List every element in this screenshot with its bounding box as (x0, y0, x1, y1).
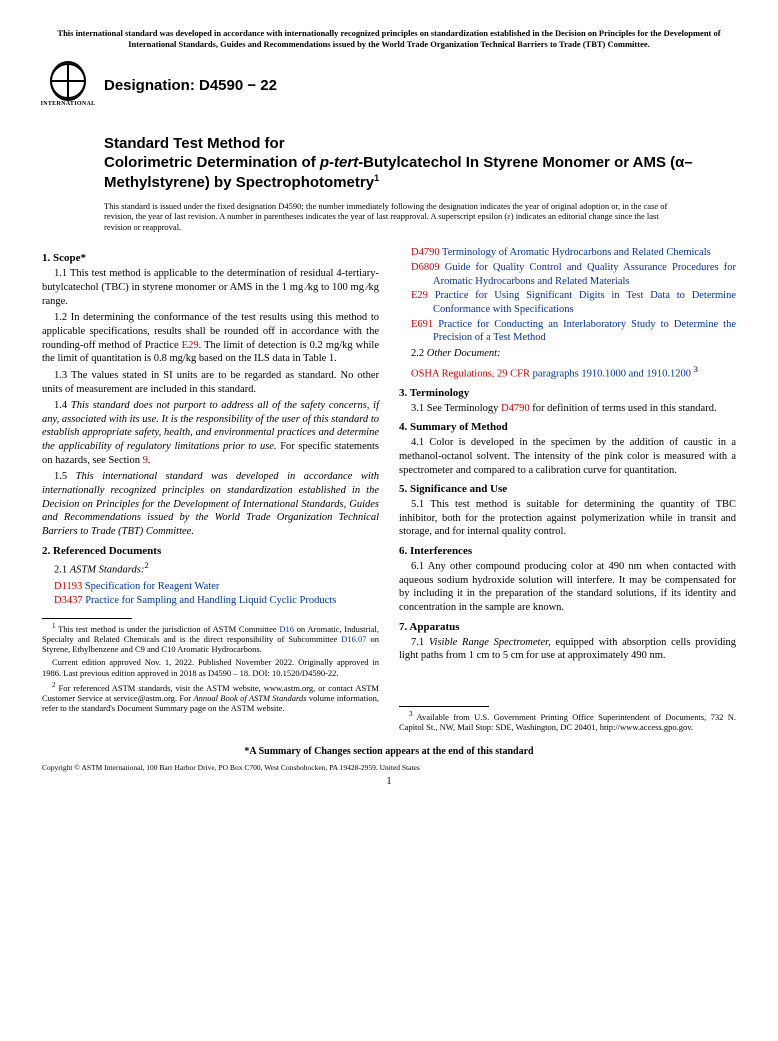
tbt-disclaimer: This international standard was develope… (42, 28, 736, 49)
ref-code[interactable]: D3437 (54, 595, 83, 606)
para-2-2-ital: Other Document: (427, 348, 501, 359)
ref-title[interactable]: Terminology of Aromatic Hydrocarbons and… (442, 247, 711, 258)
page-number: 1 (42, 776, 736, 787)
issuance-note: This standard is issued under the fixed … (104, 201, 736, 233)
ref-code[interactable]: D1193 (54, 581, 82, 592)
para-3-1b: for definition of terms used in this sta… (530, 403, 717, 414)
para-1-3: 1.3 The values stated in SI units are to… (42, 369, 379, 396)
xref-e29[interactable]: E29 (182, 340, 199, 351)
title-block: Standard Test Method for Colorimetric De… (104, 135, 736, 192)
fn3b: Available from U.S. Government Printing … (399, 712, 736, 732)
para-2-1-sup: 2 (144, 560, 148, 570)
para-2-1: 2.1 ASTM Standards:2 (42, 560, 379, 577)
astm-logo: INTERNATIONAL (42, 59, 94, 111)
footnote-rule-right (399, 706, 489, 707)
ref-item: D1193 Specification for Reagent Water (54, 580, 379, 594)
ref-item: D3437 Practice for Sampling and Handling… (54, 594, 379, 608)
ref-title[interactable]: Practice for Conducting an Interlaborato… (433, 319, 736, 344)
section-4-head: 4. Summary of Method (399, 421, 736, 433)
left-column: 1. Scope* 1.1 This test method is applic… (42, 246, 379, 732)
para-2-2: 2.2 Other Document: (399, 347, 736, 361)
footnote-1b: Current edition approved Nov. 1, 2022. P… (42, 657, 379, 677)
designation: Designation: D4590 − 22 (104, 77, 277, 94)
para-3-1a: 3.1 See Terminology (411, 403, 501, 414)
section-7-head: 7. Apparatus (399, 621, 736, 633)
ref-item: D4790 Terminology of Aromatic Hydrocarbo… (411, 246, 736, 260)
ref-osha: OSHA Regulations, 29 CFR paragraphs 1910… (411, 364, 736, 381)
section-2-head: 2. Referenced Documents (42, 545, 379, 557)
summary-changes-note: *A Summary of Changes section appears at… (42, 746, 736, 757)
para-7-1-num: 7.1 (411, 637, 429, 648)
para-2-1-ital: ASTM Standards: (70, 564, 145, 575)
xref-d4790[interactable]: D4790 (501, 403, 530, 414)
osha-ref: OSHA Regulations, 29 CFR paragraphs 1910… (399, 364, 736, 381)
fn1-ref2[interactable]: D16.07 (341, 634, 366, 644)
astm-refs-left: D1193 Specification for Reagent WaterD34… (42, 580, 379, 608)
title: Standard Test Method for Colorimetric De… (104, 135, 736, 192)
para-1-5-num: 1.5 (54, 471, 76, 482)
para-2-1-num: 2.1 (54, 564, 70, 575)
para-7-1-ital: Visible Range Spectrometer, (429, 637, 551, 648)
footnote-3: 3 Available from U.S. Government Printin… (399, 710, 736, 732)
fn1b: This test method is under the jurisdicti… (56, 624, 280, 634)
osha-text[interactable]: paragraphs 1910.1000 and 1910.1200 (530, 368, 691, 379)
osha-sup: 3 (694, 364, 698, 374)
right-column: D4790 Terminology of Aromatic Hydrocarbo… (399, 246, 736, 732)
para-5-1: 5.1 This test method is suitable for det… (399, 498, 736, 539)
astm-globe-icon (50, 63, 86, 99)
ref-title[interactable]: Practice for Using Significant Digits in… (433, 290, 736, 315)
ref-title[interactable]: Guide for Quality Control and Quality As… (433, 262, 736, 287)
ref-item: E29 Practice for Using Significant Digit… (411, 289, 736, 316)
footnote-2: 2 For referenced ASTM standards, visit t… (42, 681, 379, 713)
astm-logo-text: INTERNATIONAL (41, 101, 96, 107)
ref-title[interactable]: Practice for Sampling and Handling Liqui… (85, 595, 336, 606)
title-line2a: Colorimetric Determination of (104, 154, 320, 171)
ref-code[interactable]: E29 (411, 290, 428, 301)
footnote-1: 1 This test method is under the jurisdic… (42, 622, 379, 654)
para-1-4d: . (148, 455, 151, 466)
two-column-body: 1. Scope* 1.1 This test method is applic… (42, 246, 736, 732)
section-6-head: 6. Interferences (399, 545, 736, 557)
para-1-4-num: 1.4 (54, 400, 71, 411)
para-1-2: 1.2 In determining the conformance of th… (42, 311, 379, 366)
para-4-1: 4.1 Color is developed in the specimen b… (399, 436, 736, 477)
title-sup: 1 (374, 173, 379, 183)
section-3-head: 3. Terminology (399, 387, 736, 399)
astm-refs-right: D4790 Terminology of Aromatic Hydrocarbo… (399, 246, 736, 344)
para-1-1: 1.1 This test method is applicable to th… (42, 267, 379, 308)
footnote-rule (42, 618, 132, 619)
section-5-head: 5. Significance and Use (399, 483, 736, 495)
copyright: Copyright © ASTM International, 100 Barr… (42, 763, 736, 772)
title-line1: Standard Test Method for (104, 135, 285, 152)
fn1-ref1[interactable]: D16 (279, 624, 294, 634)
para-1-5-ital: This international standard was develope… (42, 471, 379, 537)
para-1-5: 1.5 This international standard was deve… (42, 470, 379, 538)
para-3-1: 3.1 See Terminology D4790 for definition… (399, 402, 736, 416)
ref-code[interactable]: D4790 (411, 247, 440, 258)
ref-code[interactable]: D6809 (411, 262, 440, 273)
para-2-2-num: 2.2 (411, 348, 427, 359)
para-6-1: 6.1 Any other compound producing color a… (399, 560, 736, 615)
ref-title[interactable]: Specification for Reagent Water (85, 581, 220, 592)
title-ital: p-tert (320, 154, 358, 171)
osha-code[interactable]: OSHA Regulations, 29 CFR (411, 368, 530, 379)
para-7-1: 7.1 Visible Range Spectrometer, equipped… (399, 636, 736, 663)
ref-item: E691 Practice for Conducting an Interlab… (411, 318, 736, 345)
fn2c: Annual Book of ASTM Standards (193, 693, 306, 703)
section-1-head: 1. Scope* (42, 252, 379, 264)
ref-code[interactable]: E691 (411, 319, 433, 330)
ref-item: D6809 Guide for Quality Control and Qual… (411, 261, 736, 288)
header-row: INTERNATIONAL Designation: D4590 − 22 (42, 59, 736, 111)
para-1-4: 1.4 This standard does not purport to ad… (42, 399, 379, 467)
